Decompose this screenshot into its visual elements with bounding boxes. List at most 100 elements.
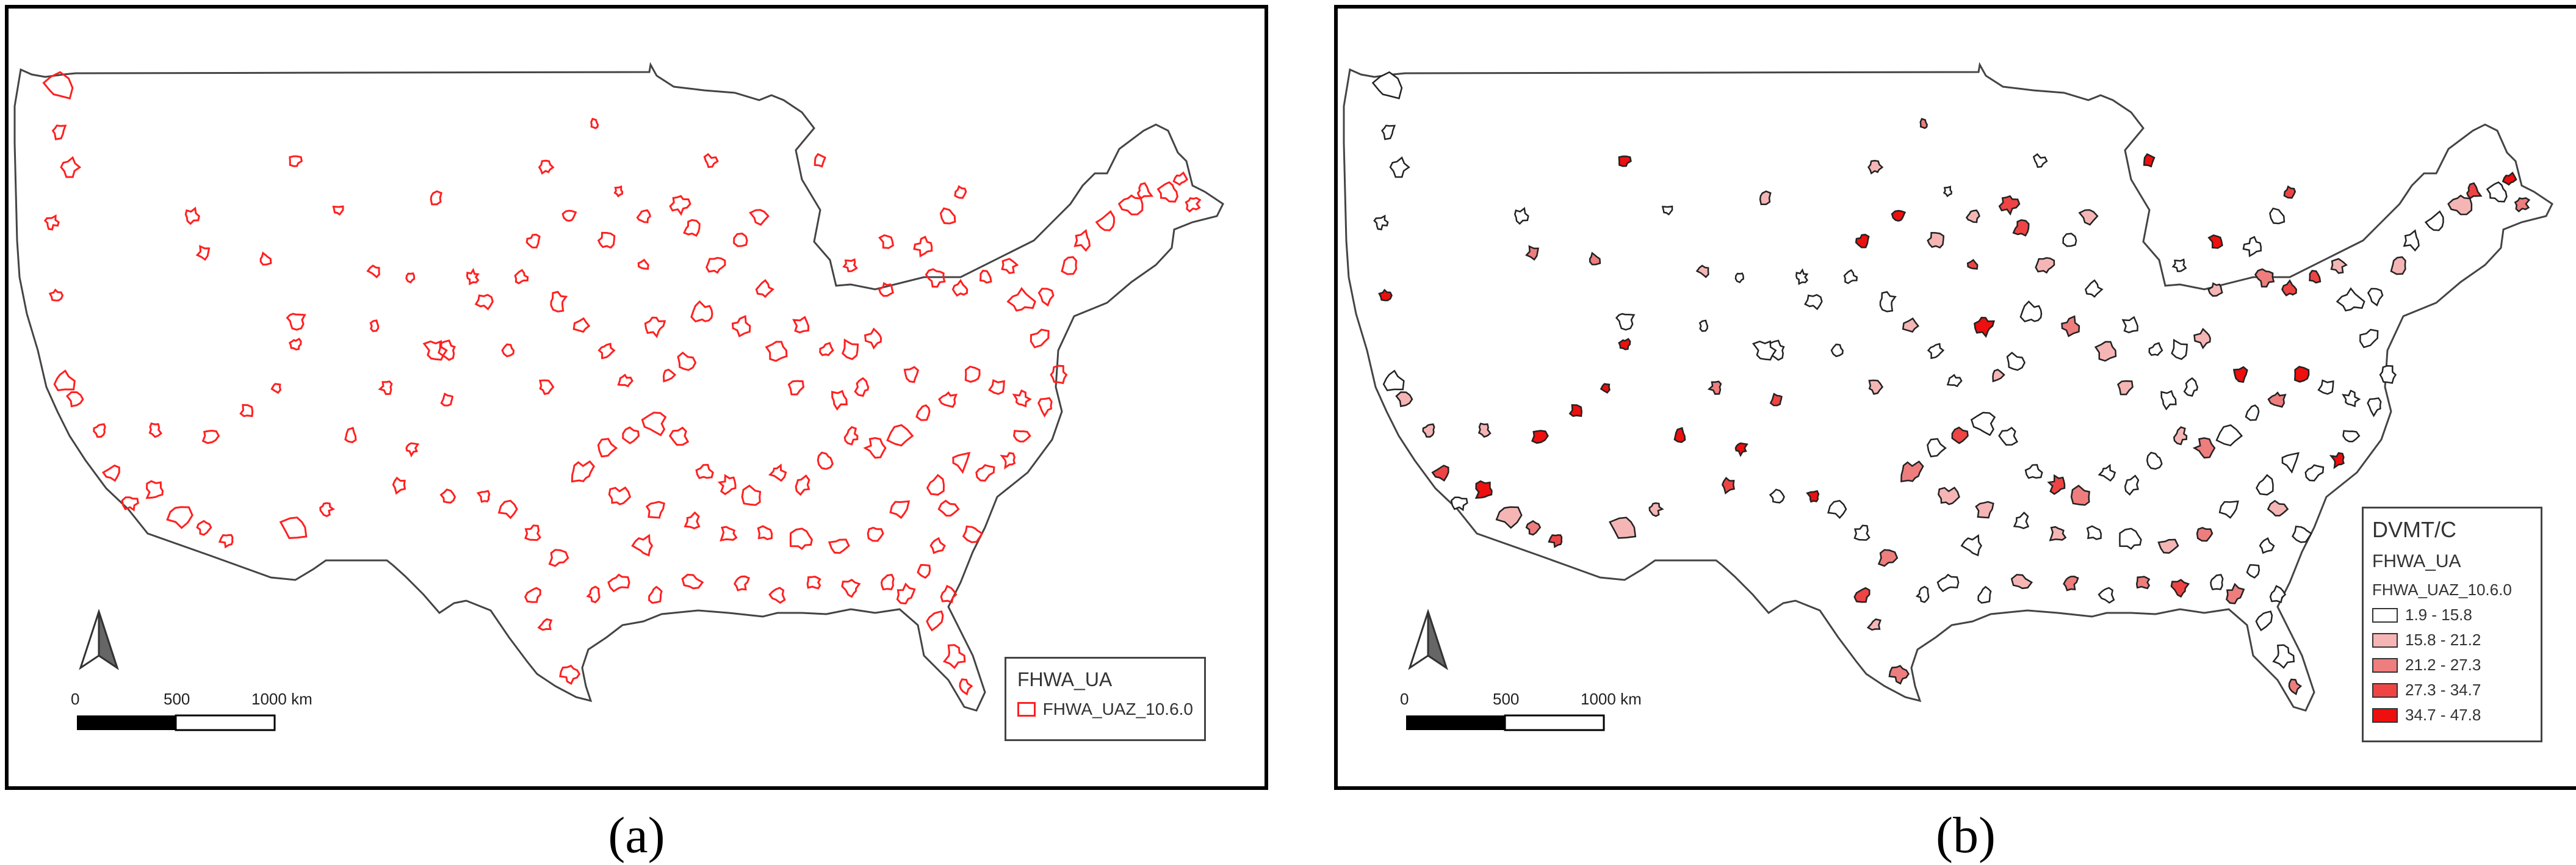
scale-label-500: 500 — [164, 690, 190, 708]
urban-area — [2281, 279, 2297, 297]
legend-class: 34.7 - 47.8 — [2372, 706, 2532, 725]
urban-area — [1037, 397, 1053, 418]
urban-area — [286, 313, 306, 331]
urban-area — [2424, 210, 2444, 231]
urban-area — [1806, 490, 1820, 503]
urban-area — [1900, 460, 1924, 483]
legend-swatch — [2372, 607, 2398, 623]
urban-area — [717, 474, 737, 496]
urban-area — [1769, 488, 1785, 504]
urban-area — [1998, 195, 2021, 216]
urban-area — [1936, 573, 1960, 593]
urban-area — [938, 391, 958, 408]
urban-area — [1382, 369, 1405, 391]
urban-area — [218, 534, 234, 549]
urban-area — [1721, 477, 1735, 495]
urban-area — [668, 426, 690, 446]
urban-area — [344, 427, 357, 443]
urban-area — [964, 365, 981, 383]
urban-area — [1073, 229, 1091, 252]
urban-area — [703, 153, 719, 168]
urban-area — [979, 269, 992, 284]
urban-area — [787, 380, 805, 396]
urban-area — [662, 368, 677, 383]
urban-area — [2062, 233, 2077, 247]
urban-area — [2193, 327, 2211, 350]
urban-area — [2215, 424, 2243, 447]
urban-area — [1037, 288, 1055, 307]
urban-area — [1855, 234, 1870, 248]
urban-area — [2447, 194, 2473, 215]
urban-area — [2342, 389, 2361, 408]
urban-area — [1395, 391, 1413, 407]
urban-area — [2078, 209, 2099, 226]
urban-area — [1371, 71, 1403, 100]
urban-area — [597, 231, 616, 249]
urban-area — [474, 294, 494, 311]
urban-area — [962, 525, 984, 543]
urban-area — [2309, 270, 2322, 284]
urban-area — [438, 339, 456, 361]
urban-area — [2269, 585, 2287, 603]
urban-area — [1568, 404, 1582, 418]
urban-area — [430, 190, 442, 206]
urban-area — [2342, 430, 2361, 443]
urban-area — [1061, 256, 1078, 275]
urban-area — [987, 378, 1005, 396]
urban-area — [929, 537, 946, 554]
urban-area — [392, 476, 406, 495]
urban-area — [1661, 205, 1673, 215]
urban-area — [1600, 383, 1611, 394]
urban-area — [422, 340, 448, 361]
urban-area — [952, 452, 971, 474]
urban-area — [1919, 118, 1928, 129]
urban-area — [757, 525, 773, 540]
urban-area — [1888, 665, 1910, 685]
urban-area — [195, 245, 211, 261]
legend: FHWA_UA FHWA_UAZ_10.6.0 — [1005, 657, 1206, 741]
urban-area — [1970, 411, 1996, 436]
urban-area — [1525, 245, 1539, 261]
urban-area — [93, 423, 106, 438]
urban-area — [201, 429, 220, 444]
urban-area — [1609, 516, 1637, 539]
legend-subtitle: FHWA_UA — [2372, 551, 2461, 571]
urban-area — [514, 269, 529, 284]
legend-class: 15.8 - 21.2 — [2372, 631, 2532, 650]
urban-area — [903, 366, 920, 383]
urban-area — [863, 436, 887, 459]
urban-area — [789, 527, 814, 550]
urban-area — [1902, 317, 1919, 333]
urban-area — [332, 205, 344, 216]
urban-area — [2502, 172, 2517, 186]
scale-label-0: 0 — [71, 690, 80, 708]
urban-area — [831, 389, 848, 411]
urban-area — [2514, 197, 2531, 212]
urban-area — [817, 451, 834, 470]
urban-area — [1422, 423, 1435, 438]
urban-area — [915, 404, 931, 421]
urban-area — [559, 664, 581, 685]
urban-area — [2254, 268, 2275, 288]
north-arrow-icon — [79, 609, 119, 670]
urban-area — [2272, 644, 2295, 669]
urban-area — [1977, 585, 1992, 604]
urban-area — [792, 316, 810, 334]
urban-area — [644, 316, 666, 339]
urban-area — [806, 576, 821, 590]
urban-area — [2210, 574, 2224, 590]
urban-area — [1012, 389, 1032, 408]
urban-area — [1853, 587, 1871, 603]
urban-area — [501, 343, 515, 358]
urban-area — [2124, 474, 2140, 496]
urban-area — [597, 438, 618, 458]
north-arrow-icon — [1408, 609, 1448, 670]
urban-area — [102, 464, 120, 482]
urban-area — [886, 424, 914, 447]
urban-area — [814, 153, 826, 168]
urban-area — [2269, 207, 2286, 225]
urban-area — [476, 490, 491, 503]
urban-area — [2086, 525, 2102, 540]
urban-area — [405, 272, 416, 284]
legend-layer-name: FHWA_UAZ_10.6.0 — [2372, 581, 2512, 599]
